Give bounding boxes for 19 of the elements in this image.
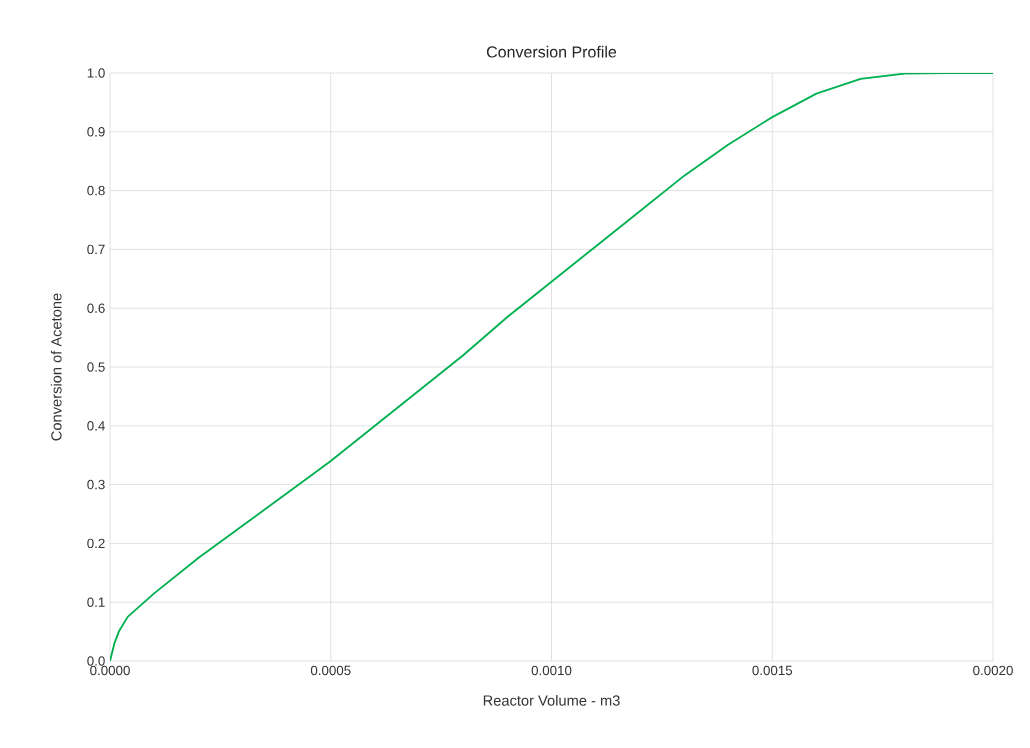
y-tick-label: 0.7 xyxy=(87,244,105,255)
y-tick-label: 0.0 xyxy=(87,656,105,666)
y-tick-label: 0.1 xyxy=(87,597,105,607)
x-tick-label: 0.0010 xyxy=(531,665,572,676)
y-tick-label: 1.0 xyxy=(87,68,105,78)
y-tick-label: 0.9 xyxy=(87,127,105,137)
x-tick-label: 0.0005 xyxy=(310,665,351,676)
x-tick-label: 0.0020 xyxy=(973,665,1013,676)
y-tick-label: 0.2 xyxy=(87,538,105,549)
y-tick-label: 0.6 xyxy=(87,303,105,313)
y-tick-label: 0.4 xyxy=(87,421,105,431)
y-axis-title: Conversion of Acetone xyxy=(50,293,62,441)
x-axis-title: Reactor Volume - m3 xyxy=(483,694,620,706)
x-tick-label: 0.0015 xyxy=(752,665,793,676)
y-tick-label: 0.5 xyxy=(87,362,105,372)
x-tick-label: 0.0000 xyxy=(90,665,130,676)
y-tick-label: 0.8 xyxy=(87,185,105,196)
chart-title: Conversion Profile xyxy=(486,45,617,58)
y-tick-label: 0.3 xyxy=(87,479,105,490)
